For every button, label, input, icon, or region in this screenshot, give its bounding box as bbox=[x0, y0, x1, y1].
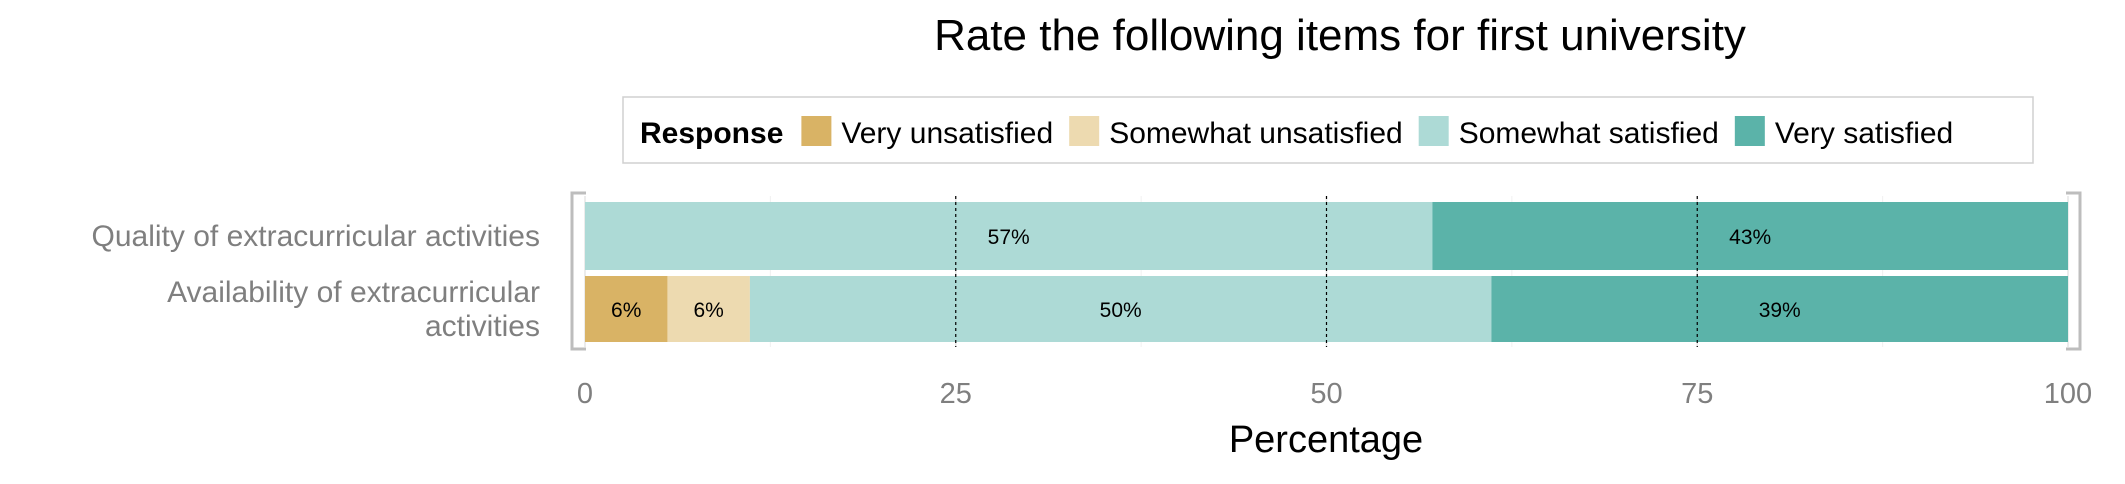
bracket-left bbox=[570, 191, 586, 351]
data-label: 57% bbox=[988, 226, 1030, 249]
data-label: 39% bbox=[1759, 299, 1801, 322]
tick-label: 25 bbox=[940, 378, 972, 410]
legend-label: Very satisfied bbox=[1775, 117, 1953, 150]
category-labels: Quality of extracurricular activities Ava… bbox=[92, 220, 540, 343]
data-labels: 57% 43% 6% 6% 50% 39% bbox=[611, 226, 1801, 322]
legend-label: Somewhat unsatisfied bbox=[1109, 117, 1403, 150]
reference-lines bbox=[955, 196, 1698, 347]
legend-label: Very unsatisfied bbox=[841, 117, 1053, 150]
legend-swatch bbox=[1069, 116, 1100, 146]
chart-title: Rate the following items for first unive… bbox=[934, 11, 1746, 60]
data-label: 43% bbox=[1729, 226, 1771, 249]
category-label: activities bbox=[425, 310, 540, 343]
bar-segment bbox=[585, 202, 1433, 270]
legend-label: Somewhat satisfied bbox=[1459, 117, 1719, 150]
bracket-right bbox=[2066, 191, 2082, 351]
data-label: 6% bbox=[611, 299, 641, 322]
bar-segment bbox=[667, 276, 750, 342]
legend-swatch bbox=[1734, 116, 1765, 146]
bar-segment bbox=[1432, 202, 2068, 270]
plot-bracket bbox=[570, 191, 2082, 351]
bar-segment bbox=[1491, 276, 2068, 342]
category-label: Availability of extracurricular bbox=[167, 276, 540, 309]
legend-box bbox=[622, 96, 2034, 164]
legend-title: Response bbox=[640, 117, 783, 150]
legend: Response Very unsatisfied Somewhat unsati… bbox=[622, 96, 2034, 164]
bar-segment bbox=[749, 276, 1492, 342]
data-label: 6% bbox=[694, 299, 724, 322]
legend-swatch bbox=[801, 116, 832, 146]
x-axis-ticks: 0 25 50 75 100 bbox=[577, 378, 2092, 410]
tick-label: 75 bbox=[1681, 378, 1713, 410]
tick-label: 100 bbox=[2044, 378, 2092, 410]
x-axis-title: Percentage bbox=[1229, 419, 1423, 461]
bars bbox=[585, 202, 2068, 342]
bar-segment bbox=[585, 276, 668, 342]
data-label: 50% bbox=[1100, 299, 1142, 322]
category-label: Quality of extracurricular activities bbox=[92, 220, 540, 253]
tick-label: 50 bbox=[1310, 378, 1342, 410]
tick-label: 0 bbox=[577, 378, 593, 410]
legend-swatch bbox=[1418, 116, 1449, 146]
